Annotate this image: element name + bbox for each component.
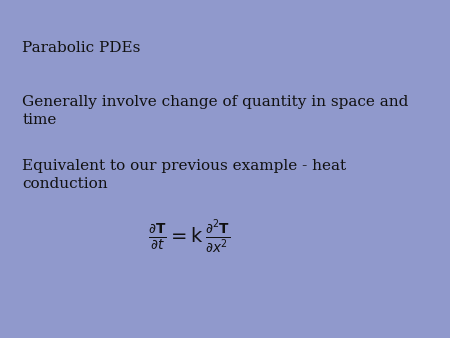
Text: Parabolic PDEs: Parabolic PDEs xyxy=(22,41,141,54)
Text: Equivalent to our previous example - heat
conduction: Equivalent to our previous example - hea… xyxy=(22,159,346,191)
Text: $\frac{\partial \mathbf{T}}{\partial t} = \mathrm{k}\,\frac{\partial^2 \mathbf{T: $\frac{\partial \mathbf{T}}{\partial t} … xyxy=(148,218,230,255)
Text: Generally involve change of quantity in space and
time: Generally involve change of quantity in … xyxy=(22,95,409,127)
